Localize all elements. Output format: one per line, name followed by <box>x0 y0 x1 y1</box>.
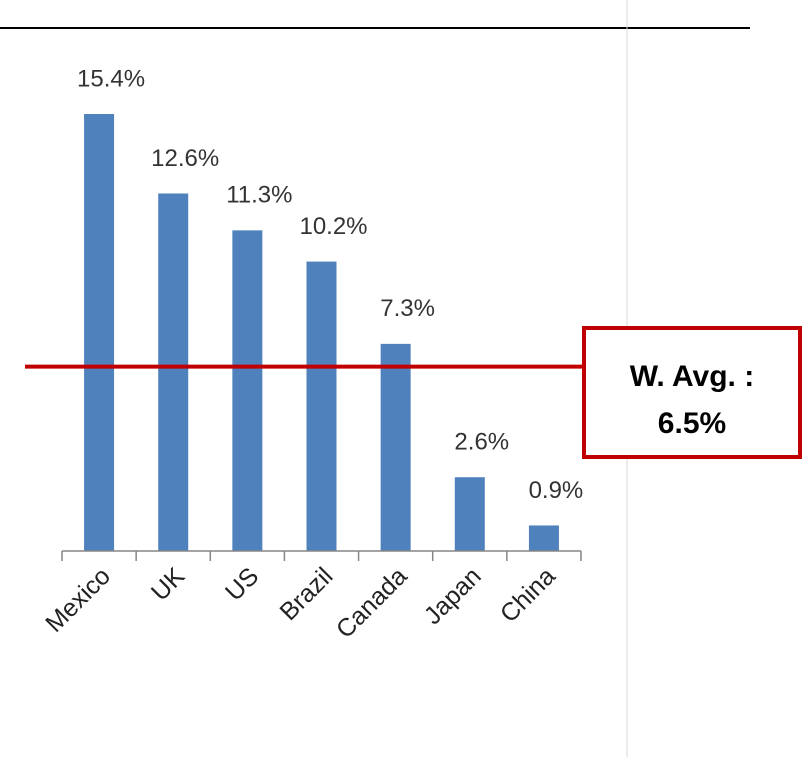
data-label: 15.4% <box>77 65 145 92</box>
data-label: 11.3% <box>226 182 292 209</box>
data-label: 0.9% <box>529 477 584 504</box>
data-label: 7.3% <box>380 295 435 322</box>
bar <box>158 193 189 551</box>
data-label: 10.2% <box>299 213 367 240</box>
bar <box>306 261 337 551</box>
average-value-label: 6.5% <box>658 407 726 440</box>
bar <box>380 343 411 551</box>
average-label: W. Avg. : <box>630 360 754 393</box>
bar <box>528 525 559 551</box>
average-box <box>582 326 802 459</box>
bar <box>232 230 263 552</box>
data-label: 12.6% <box>151 145 219 172</box>
bar <box>84 114 115 552</box>
data-label: 2.6% <box>454 429 509 456</box>
bar <box>454 477 485 551</box>
